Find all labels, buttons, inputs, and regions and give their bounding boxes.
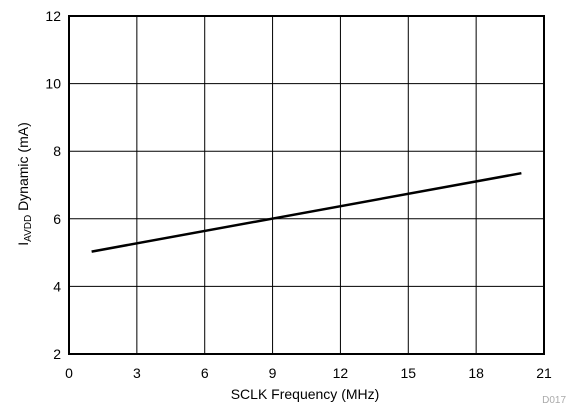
x-tick-label: 12 (333, 365, 349, 381)
series-layer (91, 171, 522, 253)
series-line-0 (91, 171, 522, 253)
y-axis-label-main: I (15, 242, 31, 246)
y-tick-label: 6 (53, 211, 61, 227)
x-tick-label: 3 (133, 365, 141, 381)
y-axis-label-subscript: AVDD (23, 215, 34, 242)
y-tick-label: 8 (53, 143, 61, 159)
y-axis-label: IAVDD Dynamic (mA) (15, 122, 34, 246)
x-tick-label: 21 (536, 365, 552, 381)
y-tick-label: 2 (53, 346, 61, 362)
x-tick-label: 0 (65, 365, 73, 381)
x-tick-label: 15 (400, 365, 416, 381)
x-tick-label: 18 (468, 365, 484, 381)
figure-id: D017 (542, 395, 566, 406)
y-tick-label: 4 (53, 278, 61, 294)
x-tick-label: 6 (201, 365, 209, 381)
y-axis-label-rest: Dynamic (mA) (15, 122, 31, 215)
x-axis-ticks: 0 3 6 9 12 15 18 21 (65, 365, 552, 381)
y-tick-label: 10 (45, 76, 61, 92)
y-tick-label: 12 (45, 8, 61, 24)
grid (69, 16, 544, 354)
y-axis-ticks: 2 4 6 8 10 12 (45, 8, 61, 362)
plot-frame (68, 15, 545, 355)
x-axis-label: SCLK Frequency (MHz) (231, 386, 380, 402)
x-tick-label: 9 (269, 365, 277, 381)
